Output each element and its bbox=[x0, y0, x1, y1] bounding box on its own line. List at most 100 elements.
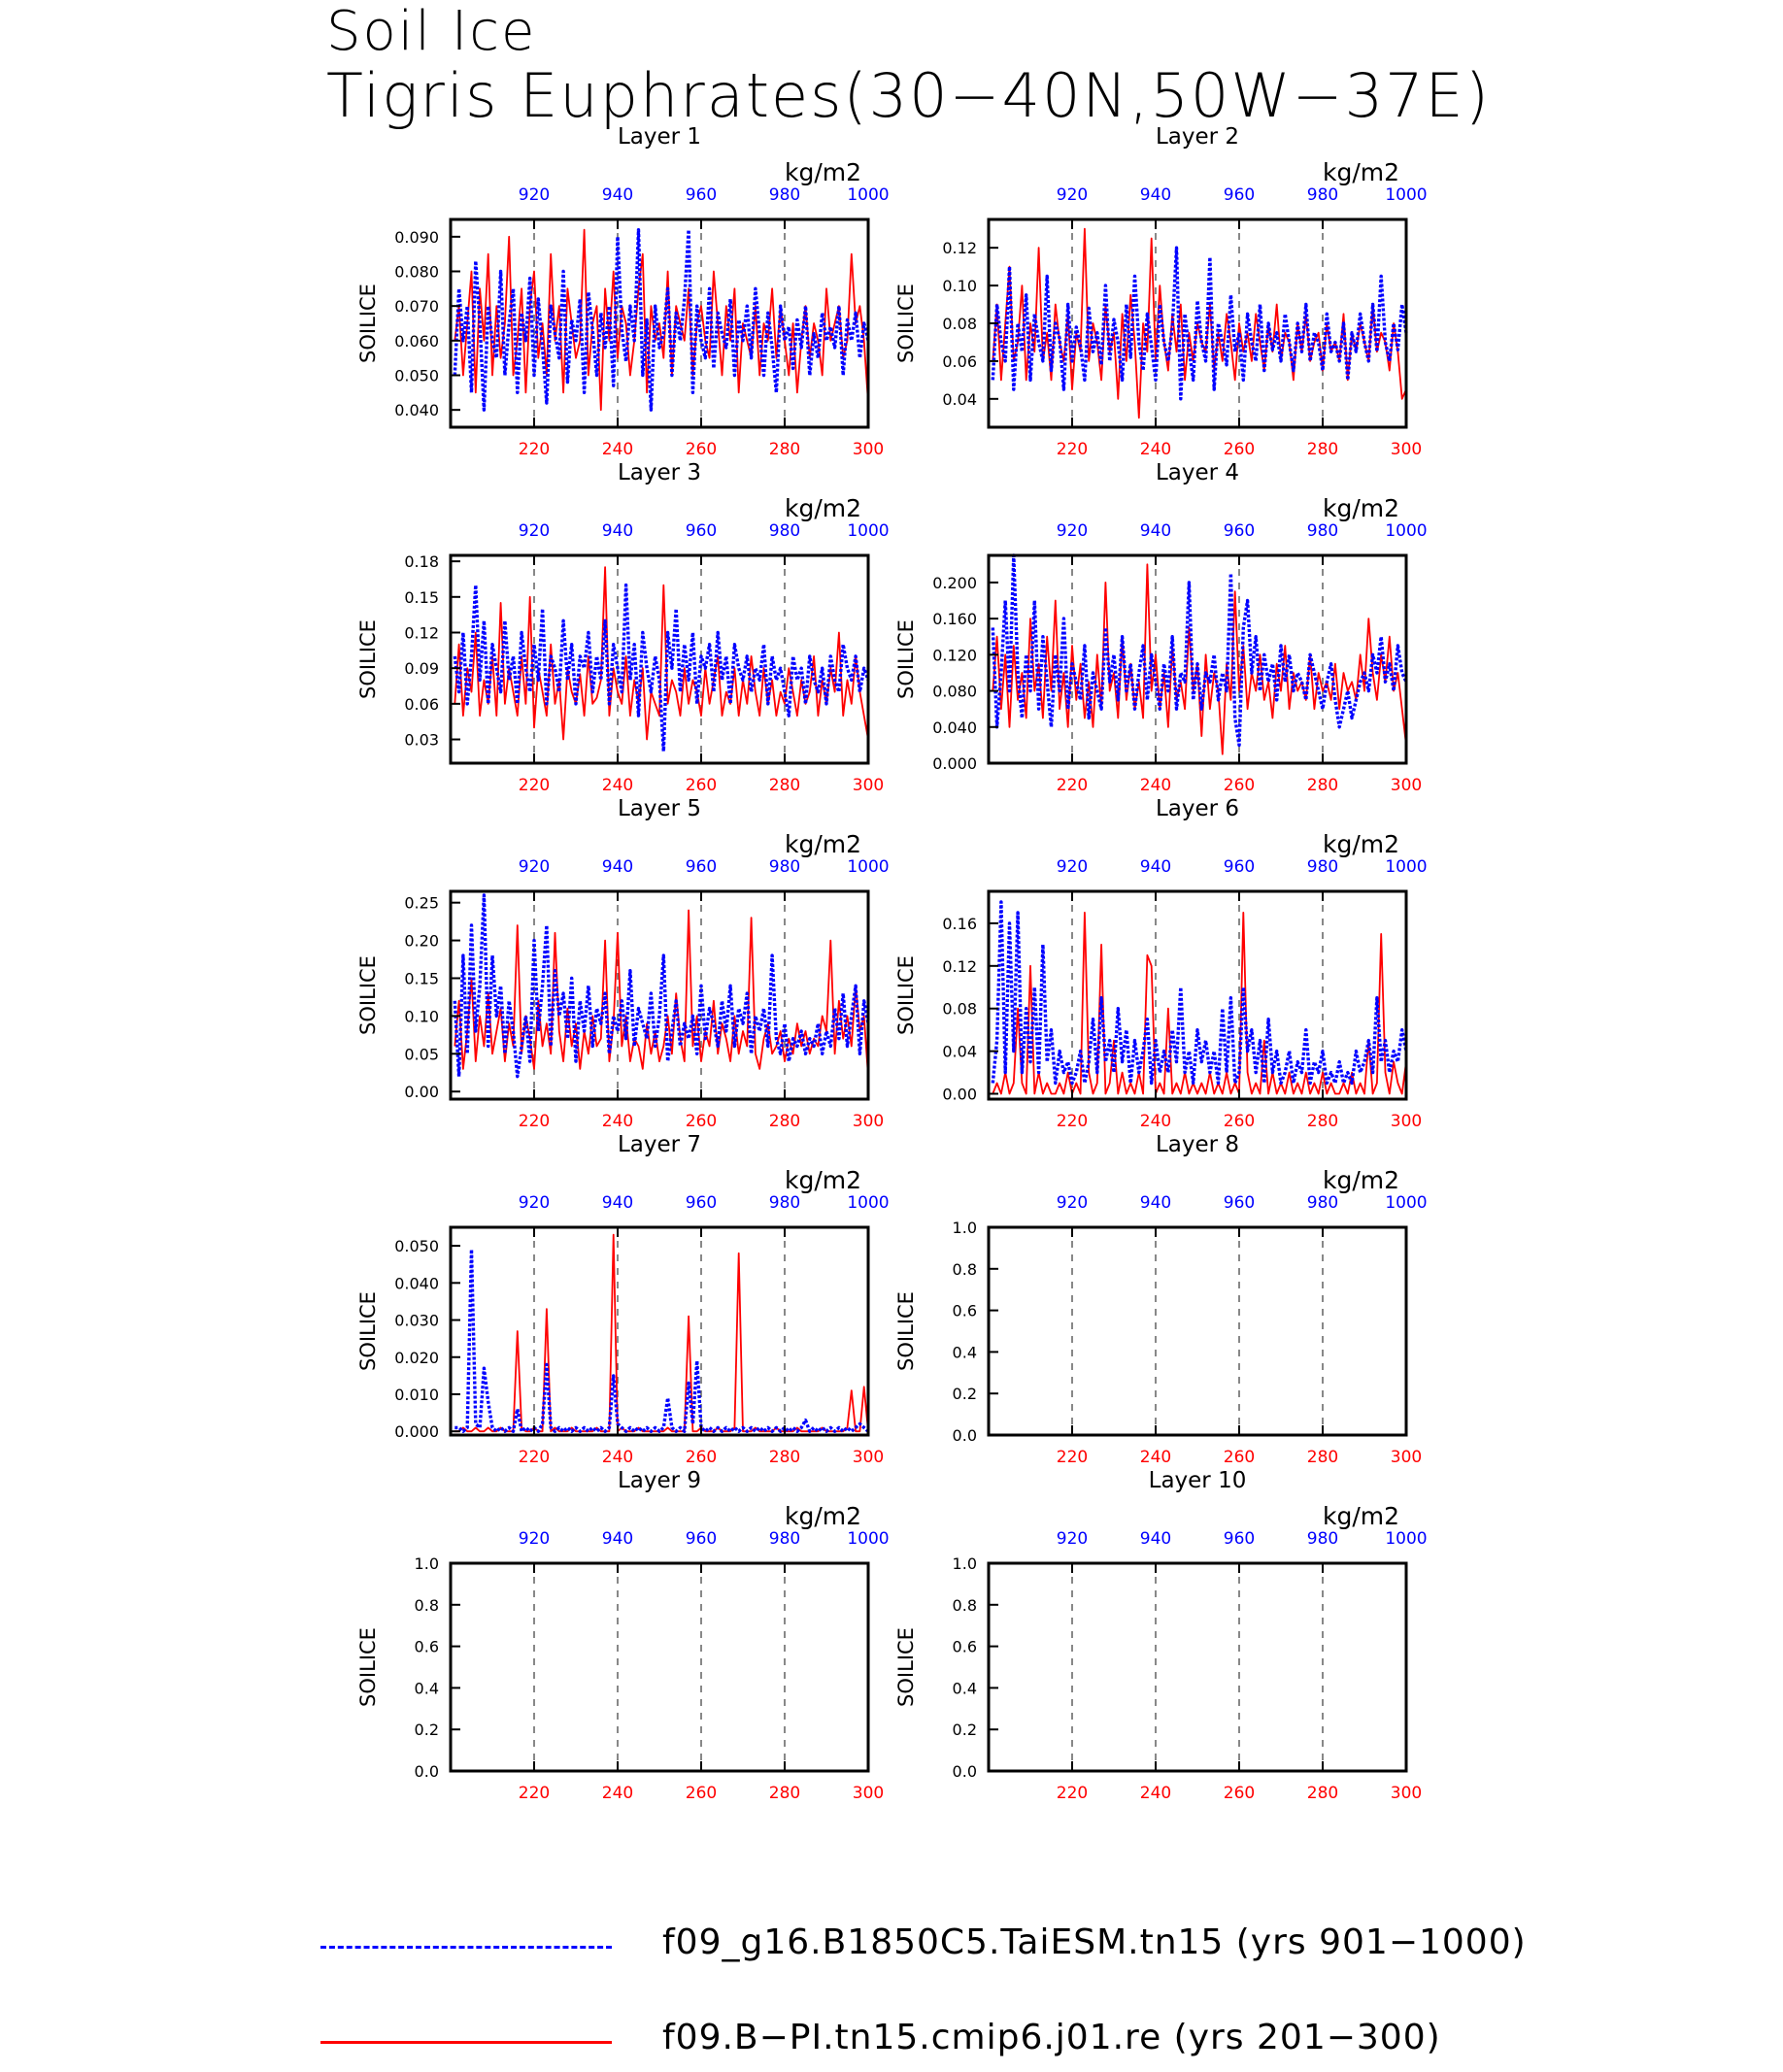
y-tick-label: 0.6 bbox=[953, 1638, 977, 1656]
panel-title: Layer 6 bbox=[1156, 796, 1239, 821]
x-tick-label-bottom: 220 bbox=[1057, 776, 1088, 795]
x-tick-label-bottom: 260 bbox=[686, 776, 717, 795]
x-tick-label-bottom: 280 bbox=[1307, 440, 1338, 459]
x-tick-label-top: 980 bbox=[1307, 1529, 1338, 1549]
y-tick-label: 1.0 bbox=[953, 1219, 977, 1237]
y-axis-label: SOILICE bbox=[894, 1627, 918, 1707]
y-tick-label: 0.200 bbox=[932, 574, 977, 592]
x-tick-label-top: 980 bbox=[1307, 185, 1338, 205]
x-tick-label-top: 960 bbox=[686, 857, 717, 877]
x-tick-label-bottom: 220 bbox=[1057, 1112, 1088, 1131]
y-tick-label: 0.8 bbox=[953, 1596, 977, 1615]
x-tick-label-bottom: 220 bbox=[519, 1112, 550, 1131]
x-tick-label-top: 980 bbox=[769, 185, 800, 205]
y-tick-label: 0.160 bbox=[932, 610, 977, 628]
x-tick-label-top: 980 bbox=[1307, 1193, 1338, 1213]
x-tick-label-bottom: 280 bbox=[769, 1784, 800, 1803]
plot-frame bbox=[449, 1225, 870, 1437]
x-tick-label-top: 980 bbox=[769, 521, 800, 541]
x-tick-label-bottom: 220 bbox=[1057, 1784, 1088, 1803]
x-tick-label-bottom: 260 bbox=[686, 1448, 717, 1467]
y-tick-label: 0.15 bbox=[404, 969, 439, 987]
y-tick-label: 0.2 bbox=[953, 1385, 977, 1403]
y-tick-label: 0.10 bbox=[942, 277, 977, 295]
x-tick-label-top: 1000 bbox=[1385, 521, 1427, 541]
x-tick-label-top: 960 bbox=[686, 1193, 717, 1213]
chart-panel-3: Layer 3 0.03 0.06 0.09 0.12 0.15 0.18 220 240 260… bbox=[356, 460, 890, 795]
y-tick-label: 0.4 bbox=[953, 1679, 977, 1697]
panel-title: Layer 10 bbox=[1149, 1468, 1247, 1493]
series-line-a bbox=[991, 553, 1408, 748]
y-tick-label: 1.0 bbox=[415, 1554, 439, 1573]
series-line-b bbox=[992, 912, 1407, 1095]
x-tick-label-bottom: 220 bbox=[519, 440, 550, 459]
top-unit-label: kg/m2 bbox=[785, 1502, 861, 1530]
y-tick-label: 0.120 bbox=[932, 646, 977, 664]
y-tick-label: 0.0 bbox=[953, 1762, 977, 1781]
x-tick-label-bottom: 280 bbox=[1307, 776, 1338, 795]
x-tick-label-bottom: 300 bbox=[1391, 1448, 1422, 1467]
x-tick-label-top: 940 bbox=[1140, 521, 1171, 541]
x-tick-label-bottom: 300 bbox=[853, 776, 884, 795]
x-tick-label-bottom: 300 bbox=[1391, 1784, 1422, 1803]
x-tick-label-top: 1000 bbox=[1385, 857, 1427, 877]
y-axis-label: SOILICE bbox=[356, 955, 380, 1035]
plot-frame bbox=[449, 1561, 870, 1773]
plot-frame bbox=[449, 889, 870, 1101]
series-line-b bbox=[454, 1233, 869, 1433]
x-tick-label-bottom: 280 bbox=[769, 1448, 800, 1467]
top-unit-label: kg/m2 bbox=[1323, 1502, 1399, 1530]
y-tick-label: 0.4 bbox=[415, 1679, 439, 1697]
x-tick-label-top: 980 bbox=[1307, 521, 1338, 541]
y-axis-label: SOILICE bbox=[894, 1291, 918, 1371]
y-tick-label: 0.04 bbox=[942, 1043, 977, 1061]
panel-title: Layer 9 bbox=[618, 1468, 701, 1493]
y-tick-label: 0.0 bbox=[953, 1426, 977, 1445]
x-tick-label-bottom: 240 bbox=[1140, 1448, 1171, 1467]
x-tick-label-top: 960 bbox=[1224, 521, 1255, 541]
y-tick-label: 0.12 bbox=[942, 957, 977, 976]
x-tick-label-top: 1000 bbox=[1385, 1529, 1427, 1549]
x-tick-label-top: 1000 bbox=[847, 857, 889, 877]
x-tick-label-bottom: 280 bbox=[1307, 1112, 1338, 1131]
x-tick-label-top: 960 bbox=[1224, 185, 1255, 205]
top-unit-label: kg/m2 bbox=[785, 494, 861, 522]
x-tick-label-top: 920 bbox=[1057, 521, 1088, 541]
y-tick-label: 1.0 bbox=[953, 1554, 977, 1573]
plot-frame bbox=[449, 553, 870, 765]
x-tick-label-top: 980 bbox=[769, 857, 800, 877]
y-tick-label: 0.06 bbox=[942, 352, 977, 371]
x-tick-label-top: 960 bbox=[1224, 1529, 1255, 1549]
legend-item-b: f09.B−PI.tn15.cmip6.j01.re (yrs 201−300) bbox=[320, 2014, 1486, 2072]
x-tick-label-bottom: 260 bbox=[1224, 440, 1255, 459]
series-line-b bbox=[992, 563, 1407, 755]
y-tick-label: 0.040 bbox=[932, 719, 977, 737]
x-tick-label-top: 1000 bbox=[1385, 1193, 1427, 1213]
y-tick-label: 0.20 bbox=[404, 932, 439, 951]
x-tick-label-top: 960 bbox=[1224, 857, 1255, 877]
y-tick-label: 0.8 bbox=[415, 1596, 439, 1615]
y-tick-label: 0.18 bbox=[404, 552, 439, 571]
x-tick-label-top: 920 bbox=[1057, 185, 1088, 205]
y-tick-label: 0.000 bbox=[394, 1422, 439, 1441]
panel-title: Layer 8 bbox=[1156, 1132, 1239, 1157]
y-tick-label: 0.050 bbox=[394, 367, 439, 385]
x-tick-label-bottom: 220 bbox=[519, 1784, 550, 1803]
x-tick-label-bottom: 280 bbox=[769, 1112, 800, 1131]
x-tick-label-bottom: 220 bbox=[519, 1448, 550, 1467]
y-axis-label: SOILICE bbox=[356, 619, 380, 699]
top-unit-label: kg/m2 bbox=[785, 1166, 861, 1194]
series-line-a bbox=[454, 1248, 870, 1433]
x-tick-label-top: 920 bbox=[519, 1193, 550, 1213]
plot-frame bbox=[987, 1225, 1408, 1437]
top-unit-label: kg/m2 bbox=[1323, 494, 1399, 522]
y-tick-label: 0.15 bbox=[404, 588, 439, 607]
x-tick-label-bottom: 240 bbox=[602, 776, 633, 795]
chart-panel-6: Layer 6 0.00 0.04 0.08 0.12 0.16 220 240 260 280 3… bbox=[894, 796, 1428, 1131]
y-axis-label: SOILICE bbox=[894, 284, 918, 363]
y-tick-label: 0.05 bbox=[404, 1045, 439, 1063]
x-tick-label-bottom: 300 bbox=[1391, 1112, 1422, 1131]
y-tick-label: 0.0 bbox=[415, 1762, 439, 1781]
y-tick-label: 0.00 bbox=[942, 1086, 977, 1104]
